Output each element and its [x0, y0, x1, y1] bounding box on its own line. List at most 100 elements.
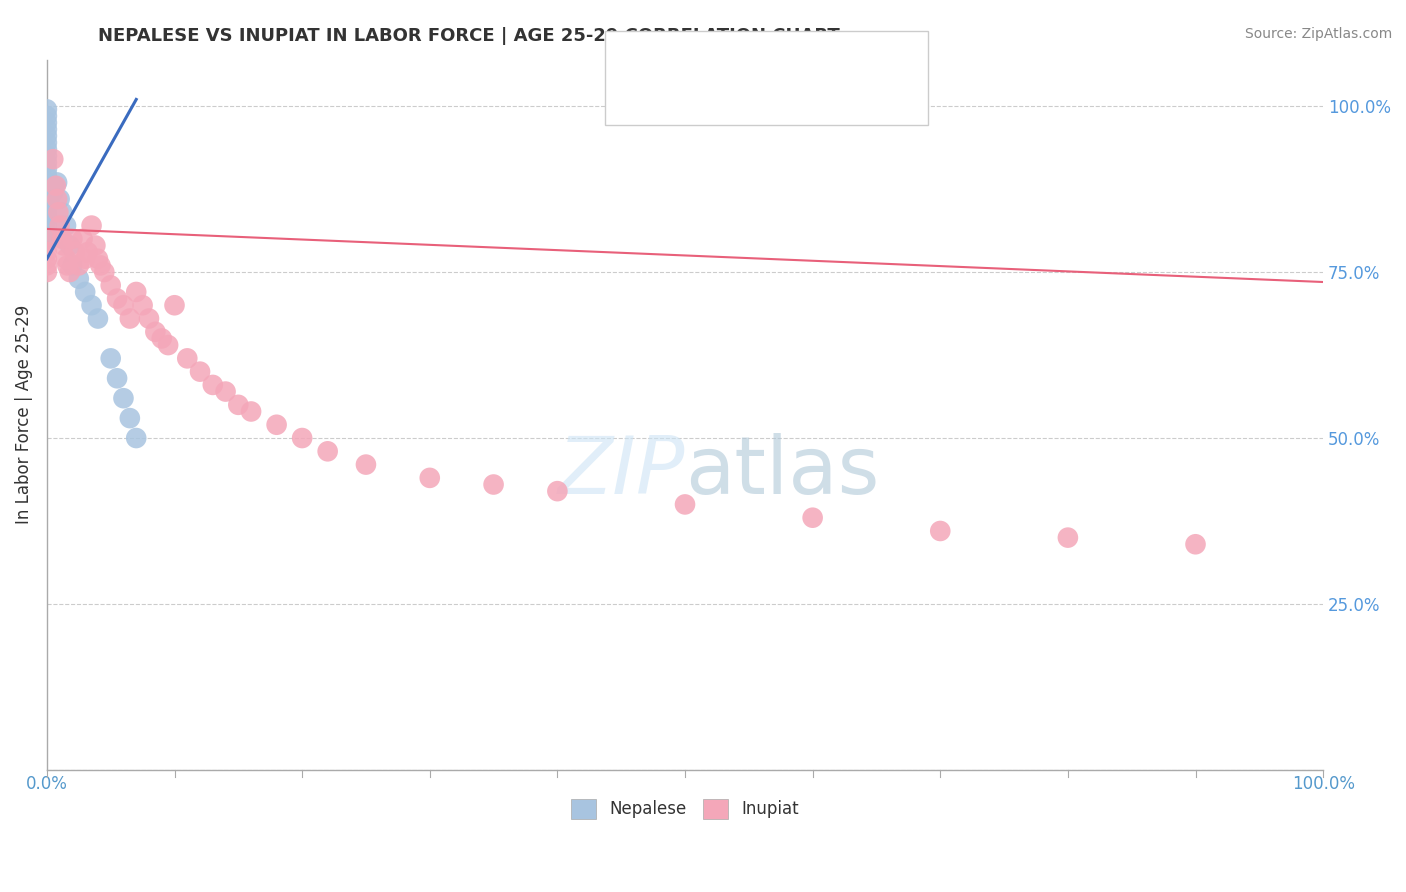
- Point: [1057, 531, 1080, 545]
- Point: [38, 195, 60, 210]
- Point: [35, 252, 58, 266]
- Point: [75, 252, 97, 266]
- Point: [673, 498, 696, 512]
- Point: [35, 169, 58, 183]
- Point: [89, 259, 111, 273]
- Point: [35, 122, 58, 136]
- Point: [35, 149, 58, 163]
- Point: [35, 128, 58, 143]
- Point: [93, 265, 115, 279]
- Legend: Nepalese, Inupiat: Nepalese, Inupiat: [564, 792, 806, 826]
- Point: [46, 192, 69, 206]
- Point: [44, 178, 66, 193]
- Point: [63, 245, 86, 260]
- Point: [188, 365, 211, 379]
- Point: [35, 199, 58, 213]
- Point: [72, 232, 94, 246]
- Point: [67, 271, 90, 285]
- Point: [39, 188, 62, 202]
- Point: [42, 186, 65, 200]
- Point: [48, 219, 70, 233]
- Point: [35, 192, 58, 206]
- Point: [76, 245, 98, 260]
- Point: [80, 298, 103, 312]
- Point: [105, 371, 128, 385]
- Point: [35, 219, 58, 233]
- Point: [125, 285, 148, 299]
- Point: [35, 109, 58, 123]
- Point: [35, 162, 58, 177]
- Point: [52, 238, 75, 252]
- Point: [35, 136, 58, 150]
- Text: Source: ZipAtlas.com: Source: ZipAtlas.com: [1244, 27, 1392, 41]
- Point: [48, 205, 70, 219]
- Text: 0.493: 0.493: [707, 50, 763, 68]
- Point: [35, 259, 58, 273]
- Point: [157, 338, 180, 352]
- Point: [214, 384, 236, 399]
- Point: [48, 192, 70, 206]
- Point: [45, 178, 67, 193]
- Point: [145, 325, 167, 339]
- Point: [163, 298, 186, 312]
- Point: [100, 278, 122, 293]
- Text: N =: N =: [796, 50, 835, 68]
- Point: [35, 176, 58, 190]
- Text: 40: 40: [834, 50, 859, 68]
- Point: [419, 471, 441, 485]
- Text: R =: R =: [664, 86, 702, 103]
- Point: [354, 458, 377, 472]
- Point: [801, 510, 824, 524]
- Text: atlas: atlas: [685, 433, 879, 510]
- Point: [67, 259, 90, 273]
- Point: [41, 182, 63, 196]
- Point: [105, 292, 128, 306]
- Point: [138, 311, 160, 326]
- Point: [56, 259, 79, 273]
- Point: [1184, 537, 1206, 551]
- Point: [51, 205, 73, 219]
- Point: [35, 182, 58, 196]
- Point: [80, 219, 103, 233]
- Text: ZIP: ZIP: [558, 433, 685, 510]
- Point: [35, 245, 58, 260]
- Point: [482, 477, 505, 491]
- Point: [55, 219, 77, 233]
- Point: [546, 484, 568, 499]
- Point: [59, 265, 82, 279]
- Point: [35, 211, 58, 226]
- Point: [42, 152, 65, 166]
- Text: 55: 55: [834, 86, 859, 103]
- Point: [266, 417, 288, 432]
- Point: [240, 404, 263, 418]
- Point: [112, 298, 135, 312]
- Point: [35, 265, 58, 279]
- Point: [35, 205, 58, 219]
- Point: [201, 378, 224, 392]
- Point: [35, 155, 58, 169]
- Text: NEPALESE VS INUPIAT IN LABOR FORCE | AGE 25-29 CORRELATION CHART: NEPALESE VS INUPIAT IN LABOR FORCE | AGE…: [98, 27, 841, 45]
- Point: [228, 398, 250, 412]
- Point: [35, 232, 58, 246]
- Point: [87, 252, 110, 266]
- Point: [59, 238, 82, 252]
- Point: [87, 311, 110, 326]
- Point: [35, 225, 58, 239]
- Point: [75, 285, 97, 299]
- Text: N =: N =: [796, 86, 835, 103]
- Point: [62, 259, 84, 273]
- Point: [46, 176, 69, 190]
- Point: [35, 103, 58, 117]
- Point: [62, 232, 84, 246]
- Point: [316, 444, 339, 458]
- Point: [176, 351, 198, 366]
- Point: [35, 232, 58, 246]
- Point: [118, 311, 141, 326]
- Point: [35, 142, 58, 156]
- Point: [100, 351, 122, 366]
- Point: [84, 238, 107, 252]
- Point: [291, 431, 314, 445]
- Point: [150, 331, 173, 345]
- Point: [55, 252, 77, 266]
- Point: [35, 116, 58, 130]
